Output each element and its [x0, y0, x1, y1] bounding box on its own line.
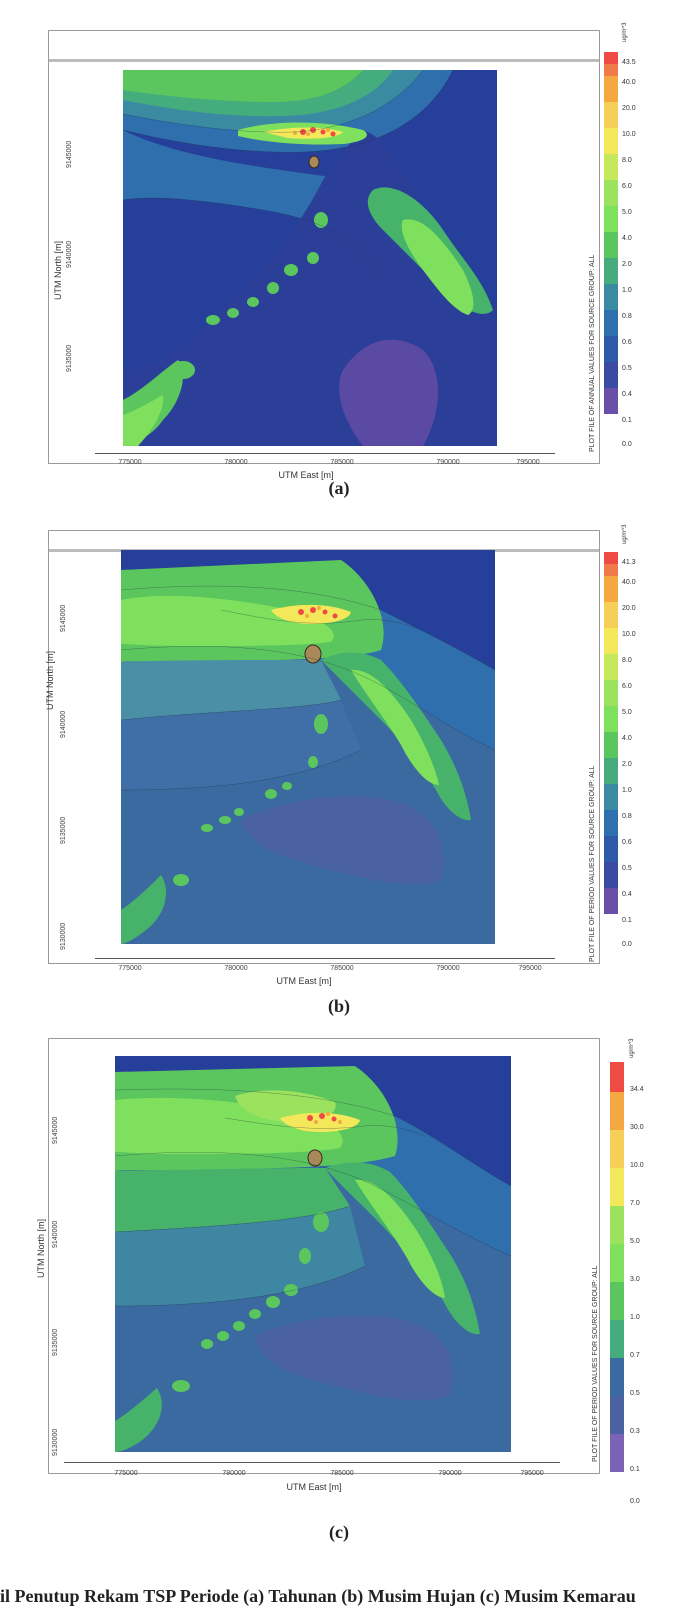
- legend-level: 8.0: [622, 157, 632, 164]
- legend-level: 40.0: [622, 579, 636, 586]
- x-tick-label: 785000: [330, 1470, 354, 1477]
- y-tick-label: 9135000: [60, 816, 67, 844]
- legend-level: 0.8: [622, 313, 632, 320]
- legend-level: 3.0: [630, 1276, 640, 1283]
- legend-level: 6.0: [622, 683, 632, 690]
- legend-units: ug/m^3: [622, 524, 628, 545]
- legend-level: 10.0: [630, 1162, 644, 1169]
- legend-title: PLOT FILE OF PERIOD VALUES FOR SOURCE GR…: [592, 1265, 599, 1462]
- y-tick-label: 9130000: [52, 1428, 59, 1456]
- legend-level: 0.8: [622, 813, 632, 820]
- x-tick-label: 790000: [438, 1470, 462, 1477]
- legend-level: 0.0: [622, 941, 632, 948]
- legend-level: 0.6: [622, 339, 632, 346]
- x-tick-label: 775000: [118, 965, 142, 972]
- x-axis-label: UTM East [m]: [276, 976, 332, 986]
- legend-colorbar: [604, 552, 618, 914]
- x-tick-label: 790000: [436, 965, 460, 972]
- legend-level: 1.0: [630, 1314, 640, 1321]
- x-tick-label: 780000: [224, 965, 248, 972]
- contour-plot: [121, 550, 495, 944]
- y-tick-label: 9140000: [66, 240, 73, 268]
- legend-level: 20.0: [622, 605, 636, 612]
- legend-level: 0.3: [630, 1428, 640, 1435]
- y-tick-label: 9145000: [66, 140, 73, 168]
- legend-level: 1.0: [622, 787, 632, 794]
- x-tick-label: 790000: [436, 459, 460, 466]
- legend-level: 41.3: [622, 559, 636, 566]
- legend-level: 5.0: [622, 709, 632, 716]
- legend-level: 0.0: [630, 1498, 640, 1505]
- legend-level: 8.0: [622, 657, 632, 664]
- x-axis-line: [95, 453, 555, 454]
- legend-level: 0.1: [622, 917, 632, 924]
- figure-footer-caption: il Penutup Rekam TSP Periode (a) Tahunan…: [0, 1586, 636, 1606]
- legend-units: ug/m^3: [622, 22, 628, 43]
- legend-level: 0.7: [630, 1352, 640, 1359]
- legend-level: 4.0: [622, 235, 632, 242]
- legend-level: 0.1: [622, 417, 632, 424]
- contour-map-svg: [121, 550, 495, 944]
- x-axis-label: UTM East [m]: [278, 470, 334, 480]
- contour-map-svg: [123, 70, 497, 446]
- y-tick-label: 9135000: [66, 344, 73, 372]
- legend-colorbar: [604, 52, 618, 414]
- legend-level: 0.5: [622, 865, 632, 872]
- x-axis-line: [95, 958, 555, 959]
- legend-level: 2.0: [622, 261, 632, 268]
- y-tick-label: 9135000: [52, 1328, 59, 1356]
- legend-level: 1.0: [622, 287, 632, 294]
- legend-level: 0.0: [622, 441, 632, 448]
- legend-level: 4.0: [622, 735, 632, 742]
- y-tick-label: 9130000: [60, 922, 67, 950]
- legend-level: 5.0: [630, 1238, 640, 1245]
- legend-level: 5.0: [622, 209, 632, 216]
- panel-caption: (b): [328, 996, 350, 1016]
- legend-level: 0.6: [622, 839, 632, 846]
- y-axis-label: UTM North [m]: [45, 650, 55, 710]
- y-tick-label: 9140000: [60, 710, 67, 738]
- map-top-bar: [49, 59, 599, 62]
- x-tick-label: 780000: [222, 1470, 246, 1477]
- legend-level: 0.4: [622, 391, 632, 398]
- x-tick-label: 780000: [224, 459, 248, 466]
- panel-caption: (a): [328, 478, 350, 498]
- y-tick-label: 9145000: [60, 604, 67, 632]
- legend-level: 20.0: [622, 105, 636, 112]
- legend-title: PLOT FILE OF ANNUAL VALUES FOR SOURCE GR…: [589, 254, 596, 452]
- legend-level: 34.4: [630, 1086, 644, 1093]
- x-axis-label: UTM East [m]: [286, 1482, 342, 1492]
- x-axis-line: [64, 1462, 560, 1463]
- x-tick-label: 795000: [518, 965, 542, 972]
- x-tick-label: 795000: [516, 459, 540, 466]
- contour-map-svg: [115, 1056, 511, 1452]
- y-axis-label: UTM North [m]: [53, 240, 63, 300]
- y-tick-label: 9145000: [52, 1116, 59, 1144]
- legend-level: 40.0: [622, 79, 636, 86]
- legend-level: 0.5: [622, 365, 632, 372]
- legend-level: 30.0: [630, 1124, 644, 1131]
- contour-plot: [123, 70, 497, 446]
- panel-caption: (c): [329, 1522, 349, 1542]
- contour-plot: [115, 1056, 511, 1452]
- x-tick-label: 795000: [520, 1470, 544, 1477]
- legend-level: 10.0: [622, 631, 636, 638]
- legend-title: PLOT FILE OF PERIOD VALUES FOR SOURCE GR…: [589, 765, 596, 962]
- legend-level: 7.0: [630, 1200, 640, 1207]
- legend-level: 0.4: [622, 891, 632, 898]
- x-tick-label: 775000: [114, 1470, 138, 1477]
- legend-level: 6.0: [622, 183, 632, 190]
- y-axis-label: UTM North [m]: [36, 1218, 46, 1278]
- x-tick-label: 785000: [330, 459, 354, 466]
- legend-level: 43.5: [622, 59, 636, 66]
- legend-colorbar: [610, 1062, 624, 1472]
- x-tick-label: 785000: [330, 965, 354, 972]
- legend-level: 0.5: [630, 1390, 640, 1397]
- legend-level: 0.1: [630, 1466, 640, 1473]
- legend-units: ug/m^3: [629, 1038, 635, 1059]
- y-tick-label: 9140000: [52, 1220, 59, 1248]
- legend-level: 2.0: [622, 761, 632, 768]
- legend-level: 10.0: [622, 131, 636, 138]
- x-tick-label: 775000: [118, 459, 142, 466]
